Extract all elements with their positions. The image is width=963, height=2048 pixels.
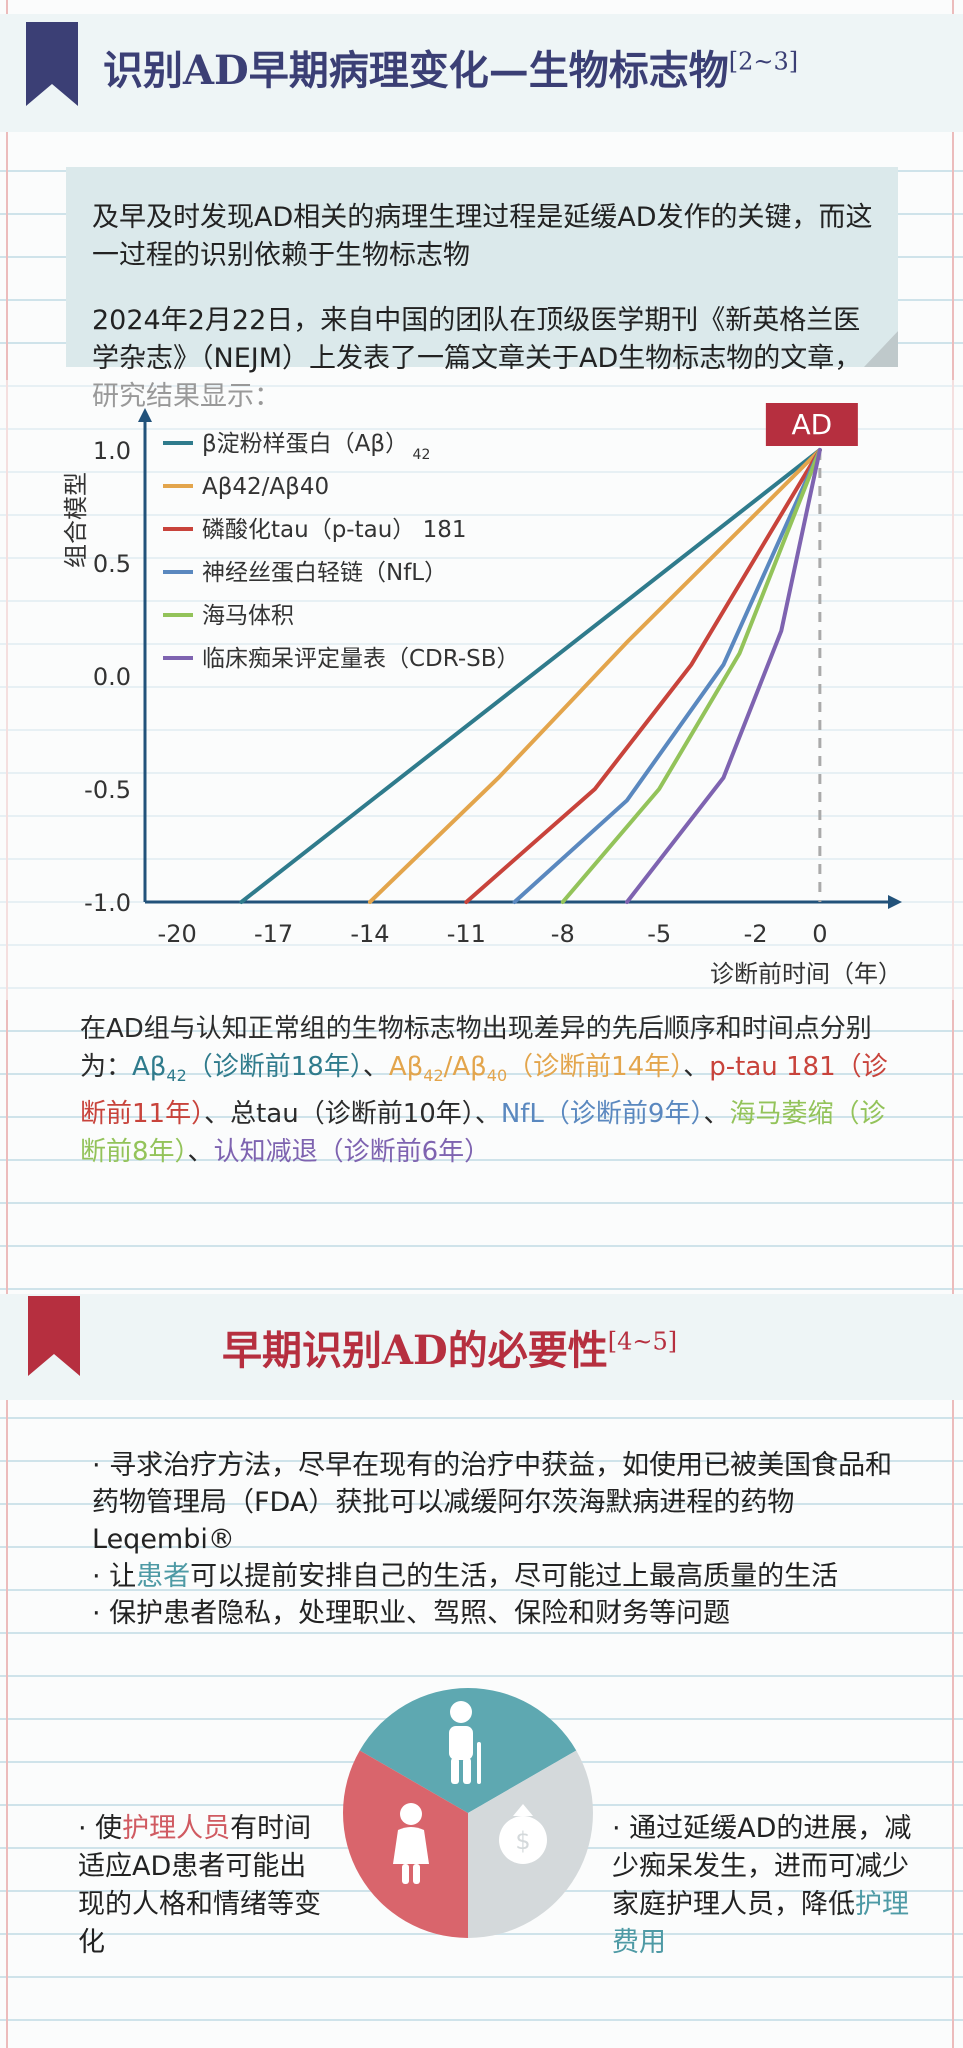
series-line: [464, 448, 822, 904]
series-line: [239, 448, 822, 904]
legend-label: Aβ42/Aβ40: [202, 474, 329, 500]
series-line: [625, 448, 822, 904]
y-tick-label: -1.0: [84, 889, 131, 917]
intro-note: [66, 167, 898, 367]
margin-line: [6, 0, 8, 2048]
benefit-pie: $: [343, 1688, 593, 1938]
bookmark-ribbon-icon: [28, 1296, 80, 1376]
result-nfl: NfL（诊断前9年）: [500, 1099, 704, 1130]
y-tick-label: -0.5: [84, 776, 131, 804]
x-tick-label: -20: [158, 920, 197, 948]
series-line: [512, 448, 822, 904]
result-cognition: 认知减退（诊断前6年）: [213, 1137, 491, 1168]
bookmark-ribbon-icon: [26, 22, 78, 106]
section1-title: 识别AD早期病理变化—生物标志物[2~3]: [103, 47, 799, 94]
result-abeta42: Aβ42（诊断前18年）: [132, 1052, 363, 1086]
necessity-bullets: · 寻求治疗方法，尽早在现有的治疗中获益，如使用已被美国食品和药物管理局（FDA…: [92, 1447, 902, 1632]
bullet-patient: · 让患者可以提前安排自己的生活，尽可能过上最高质量的生活: [92, 1561, 839, 1592]
x-axis-arrow: [888, 895, 902, 909]
elderly-person-icon: [449, 1701, 481, 1784]
biomarker-chart: 1.00.50.0-0.5-1.0-20 -17 -14 -11 -8 -5 -2 0组合模型…: [0, 380, 963, 1000]
x-tick-label: -11: [447, 920, 486, 948]
caregiver-icon: [393, 1803, 429, 1884]
result-total-tau: 总tau（诊断前10年）: [230, 1099, 475, 1130]
series-line: [367, 448, 822, 904]
x-tick-label: -14: [350, 920, 389, 948]
margin-line: [952, 0, 954, 2048]
x-tick-label: -8: [551, 920, 575, 948]
result-ptau: p-tau 181（诊断前11年）: [80, 1052, 888, 1130]
result-ratio: Aβ42/Aβ40（诊断前14年）: [388, 1052, 684, 1086]
y-tick-label: 1.0: [93, 437, 131, 465]
y-tick-label: 0.0: [93, 663, 131, 691]
series-line: [560, 448, 822, 904]
y-tick-label: 0.5: [93, 550, 131, 578]
x-tick-label: -17: [254, 920, 293, 948]
section1-header: [0, 14, 963, 132]
svg-text:$: $: [515, 1827, 530, 1855]
section2-header: [0, 1294, 963, 1400]
legend-label: 磷酸化tau（p-tau） 181: [202, 517, 467, 543]
result-hippocampus: 海马萎缩（诊断前8年）: [80, 1099, 886, 1168]
bullet-treatment: · 寻求治疗方法，尽早在现有的治疗中获益，如使用已被美国食品和药物管理局（FDA…: [92, 1450, 893, 1555]
y-axis-label: 组合模型: [62, 472, 90, 568]
legend-label: 海马体积: [202, 603, 294, 629]
legend-label: 临床痴呆评定量表（CDR-SB）: [202, 646, 520, 672]
cost-text: · 通过延缓AD的进展，减少痴呆发生，进而可减少家庭护理人员，降低护理费用: [612, 1813, 912, 1958]
ad-label: AD: [792, 408, 833, 441]
section2-title: 早期识别AD的必要性[4~5]: [222, 1327, 678, 1374]
caregiver-text: · 使护理人员有时间适应AD患者可能出现的人格和情绪等变化: [78, 1813, 321, 1958]
legend-label: 神经丝蛋白轻链（NfL）: [202, 560, 447, 586]
ad-badge: [765, 403, 858, 446]
money-bag-icon: $: [499, 1804, 547, 1864]
x-tick-label: -2: [744, 920, 768, 948]
y-axis-arrow: [138, 408, 152, 422]
result-paragraph: 在AD组与认知正常组的生物标志物出现差异的先后顺序和时间点分别为：Aβ42（诊断…: [80, 1014, 888, 1168]
bullet-privacy: · 保护患者隐私，处理职业、驾照、保险和财务等问题: [92, 1598, 731, 1629]
x-tick-label: -5: [647, 920, 671, 948]
x-tick-label: 0: [812, 920, 827, 948]
x-axis-label: 诊断前时间（年）: [710, 960, 902, 988]
